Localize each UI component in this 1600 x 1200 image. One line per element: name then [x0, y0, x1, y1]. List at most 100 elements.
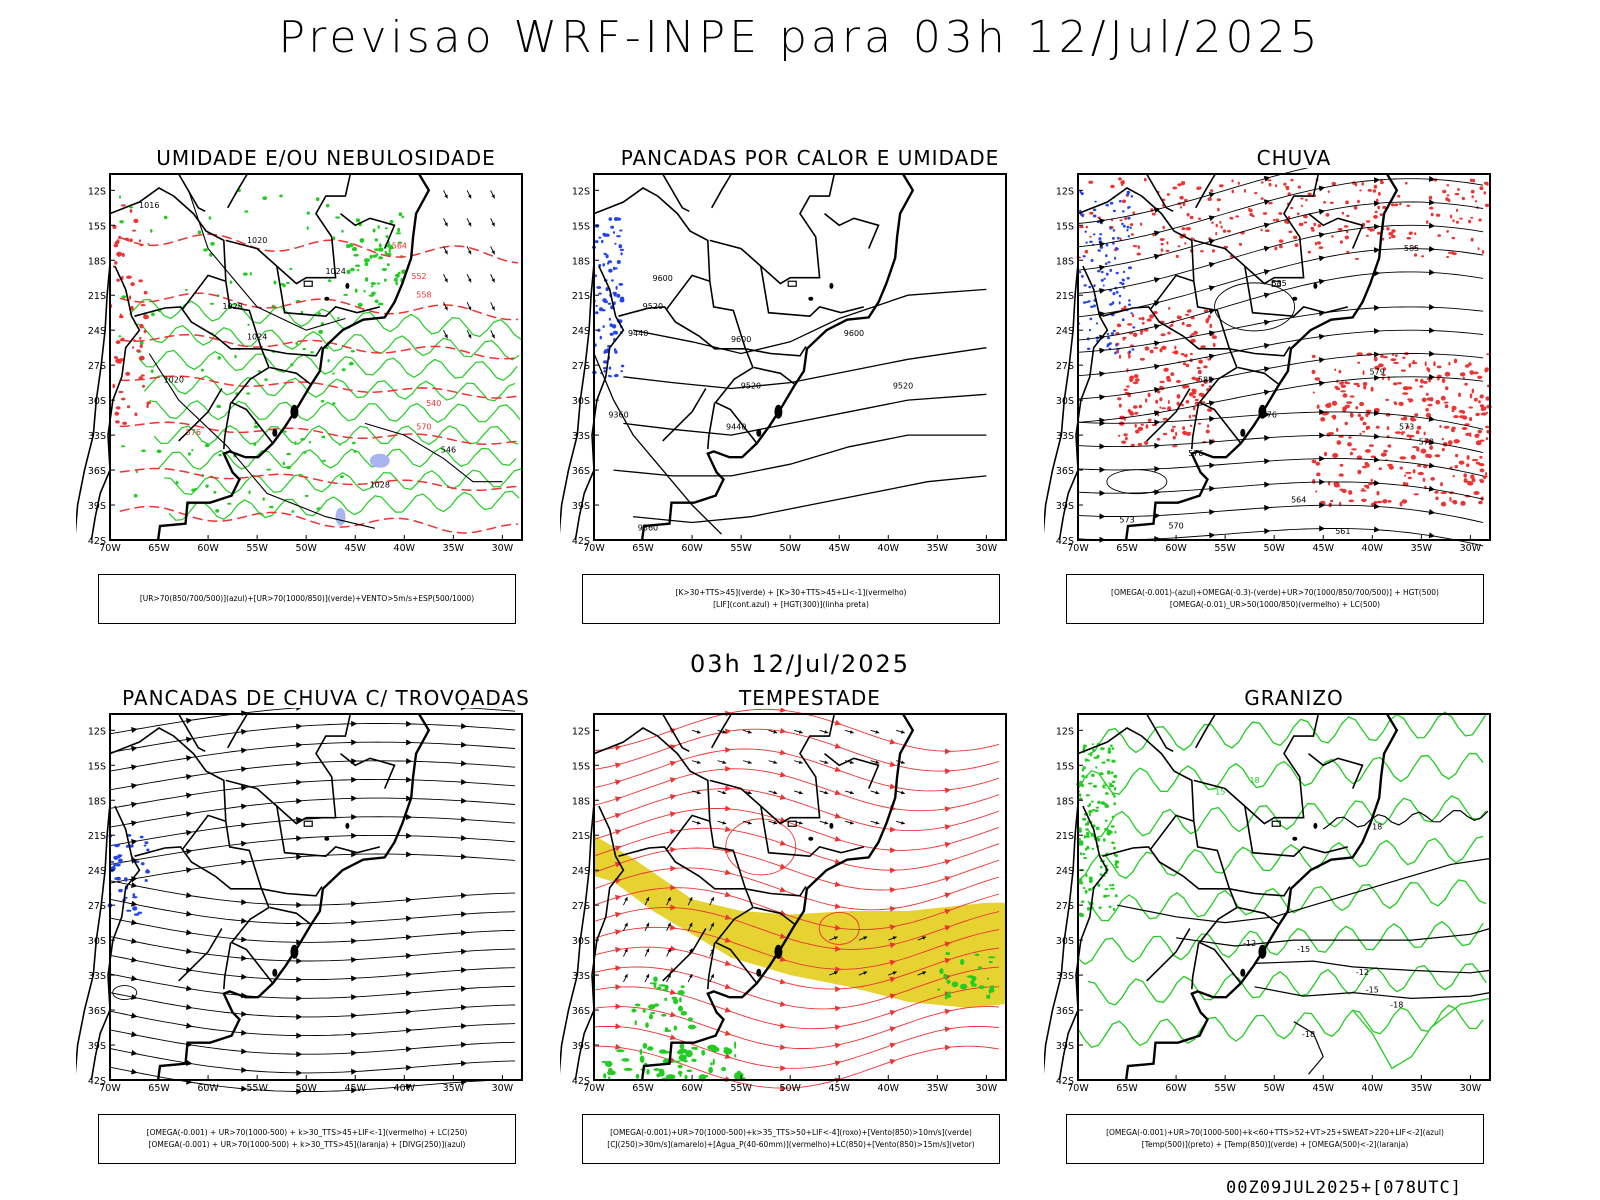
flow-arrow: [460, 1004, 468, 1011]
humidity-speckle: [156, 449, 162, 454]
rain-area: [1373, 356, 1378, 362]
rain-area: [1406, 236, 1412, 240]
flow-arrow: [944, 1008, 952, 1015]
flow-arrow: [1428, 175, 1436, 182]
streamline: [109, 853, 516, 884]
legend-line: [OMEGA(-0.001) + UR>70(1000-500) + k>30_…: [148, 1140, 466, 1149]
flow-arrow: [240, 859, 248, 866]
wind-vector-head: [824, 730, 829, 734]
rain-area: [1145, 424, 1149, 429]
lat-label: 15S: [88, 221, 106, 232]
rain-area: [1162, 432, 1168, 436]
humidity-speckle: [395, 232, 402, 235]
lat-label: 39S: [1056, 501, 1074, 512]
wind-area: [680, 1010, 687, 1016]
lon-label: 35W: [927, 1083, 949, 1094]
flow-arrow: [1208, 262, 1216, 268]
flow-arrow: [406, 851, 413, 858]
temperature-850-speckle: [1085, 828, 1089, 831]
flow-arrow: [1428, 532, 1436, 539]
humidity-contour: [158, 447, 517, 470]
humidity-speckle: [332, 372, 335, 375]
flow-arrow: [241, 955, 248, 962]
rain-area: [1454, 192, 1460, 196]
rain-area: [1421, 255, 1425, 258]
flow-arrow: [241, 1048, 248, 1055]
legend-line: [OMEGA(-0.001)+UR>70(1000-500)+k>35_TTS>…: [610, 1128, 972, 1137]
rain-area: [1160, 242, 1164, 246]
wind-vector-head: [467, 194, 472, 199]
omega-area: [1127, 216, 1131, 220]
humidity-speckle: [300, 438, 306, 441]
rain-area: [1327, 190, 1330, 193]
flow-arrow: [1154, 419, 1161, 426]
flow-arrow: [834, 743, 842, 749]
thickness-contour: [119, 292, 519, 321]
contour-label: 18: [1372, 822, 1382, 831]
country-border: [276, 265, 380, 318]
lat-label: 30S: [88, 936, 106, 947]
flow-arrow: [889, 1042, 897, 1049]
flow-arrow: [669, 989, 677, 995]
temperature-850-speckle: [1084, 822, 1090, 826]
rain-area: [1373, 501, 1378, 504]
rain-area: [1285, 187, 1290, 191]
temperature-850-speckle: [1109, 744, 1113, 748]
temperature-850-speckle: [1092, 784, 1098, 788]
rain-area: [1434, 454, 1441, 458]
flow-arrow: [1099, 241, 1106, 248]
temperature-850-speckle: [1108, 905, 1112, 909]
flow-arrow: [1099, 490, 1106, 497]
flow-arrow: [614, 829, 622, 835]
country-border: [269, 366, 311, 385]
omega-area: [1105, 262, 1108, 265]
rain-area: [1391, 203, 1394, 207]
rain-area: [1341, 211, 1345, 215]
rain-area: [1375, 425, 1380, 429]
rain-area: [1195, 377, 1201, 382]
flow-arrow: [296, 995, 303, 1002]
flow-arrow: [296, 779, 303, 786]
rain-area: [1382, 356, 1389, 359]
wind-speckle: [138, 239, 142, 243]
contour-label: 552: [411, 272, 426, 281]
wind-area: [673, 998, 679, 1005]
lon-label: 70W: [99, 543, 121, 554]
wind-vector-head: [710, 897, 714, 902]
country-border: [260, 886, 323, 897]
wind-area: [951, 981, 959, 988]
flow-arrow: [131, 938, 138, 944]
streamline: [109, 936, 516, 962]
lif-contour: [604, 349, 610, 354]
rain-area: [1139, 357, 1145, 361]
country-border: [711, 713, 732, 749]
streamline: [109, 708, 516, 735]
rain-area: [1351, 448, 1357, 451]
humidity-speckle: [328, 279, 332, 283]
rain-area: [1422, 477, 1426, 482]
rain-area: [1413, 246, 1417, 249]
country-border: [1146, 388, 1191, 442]
lat-label: 24S: [88, 866, 106, 877]
omega-area: [1118, 301, 1121, 305]
rain-area: [1179, 195, 1184, 200]
flow-arrow: [1099, 311, 1106, 318]
wind-area: [734, 1041, 737, 1049]
lat-label: 42S: [1056, 1076, 1074, 1087]
rain-area: [1160, 333, 1166, 337]
rain-area: [1212, 342, 1216, 348]
rain-area: [1324, 451, 1327, 457]
flow-arrow: [1263, 199, 1271, 206]
flow-arrow: [614, 845, 622, 852]
flow-arrow: [240, 822, 248, 829]
wind-speckle: [114, 261, 118, 265]
flow-arrow: [724, 728, 732, 735]
rain-area: [1458, 392, 1461, 398]
humidity-speckle: [282, 461, 285, 466]
rain-area: [1469, 432, 1472, 438]
flow-arrow: [669, 777, 677, 784]
rain-area: [1442, 442, 1448, 447]
rain-area: [1402, 386, 1409, 391]
humidity-speckle: [308, 441, 312, 444]
rain-area: [1364, 449, 1371, 453]
